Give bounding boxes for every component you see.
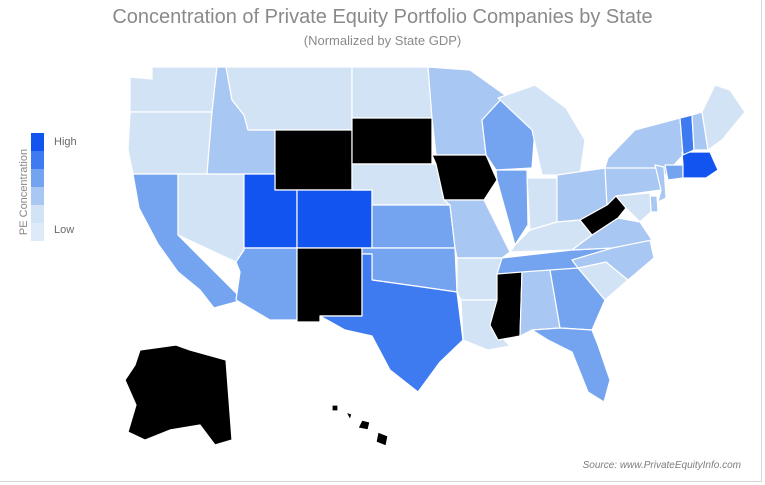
- state-AR[interactable]: [456, 257, 503, 301]
- map-subtitle: (Normalized by State GDP): [303, 33, 462, 48]
- state-MD[interactable]: [615, 192, 652, 223]
- state-CO[interactable]: [296, 189, 373, 249]
- state-IN[interactable]: [526, 177, 558, 231]
- state-KS[interactable]: [371, 204, 456, 249]
- state-ND[interactable]: [351, 66, 433, 119]
- state-WY[interactable]: [274, 129, 353, 191]
- state-AZ[interactable]: [235, 247, 298, 321]
- map-title: Concentration of Private Equity Portfoli…: [112, 6, 653, 28]
- state-NM[interactable]: [296, 247, 363, 323]
- legend-swatch-1: [31, 133, 44, 151]
- state-IL[interactable]: [495, 169, 529, 246]
- legend-swatch-2: [31, 151, 44, 169]
- legend-low-label: Low: [54, 224, 75, 236]
- state-FL[interactable]: [531, 327, 611, 403]
- state-CT[interactable]: [664, 164, 684, 181]
- state-TX[interactable]: [319, 253, 464, 393]
- legend-swatch-3: [31, 169, 44, 187]
- legend-swatch-4: [31, 187, 44, 205]
- legend-high-label: High: [54, 136, 77, 148]
- state-NJ[interactable]: [654, 164, 667, 203]
- state-OR[interactable]: [127, 111, 213, 175]
- legend-swatch-6: [31, 223, 44, 241]
- state-WA[interactable]: [129, 66, 218, 113]
- state-MA[interactable]: [681, 151, 719, 179]
- state-ME[interactable]: [701, 84, 746, 151]
- state-MI[interactable]: [497, 84, 586, 176]
- state-GA[interactable]: [549, 267, 606, 331]
- state-AK[interactable]: [124, 344, 233, 446]
- source-note: Source: www.PrivateEquityInfo.com: [582, 460, 741, 471]
- state-SD[interactable]: [351, 117, 433, 165]
- legend-swatch-5: [31, 205, 44, 223]
- state-HI[interactable]: [331, 404, 389, 447]
- state-MT[interactable]: [225, 66, 353, 131]
